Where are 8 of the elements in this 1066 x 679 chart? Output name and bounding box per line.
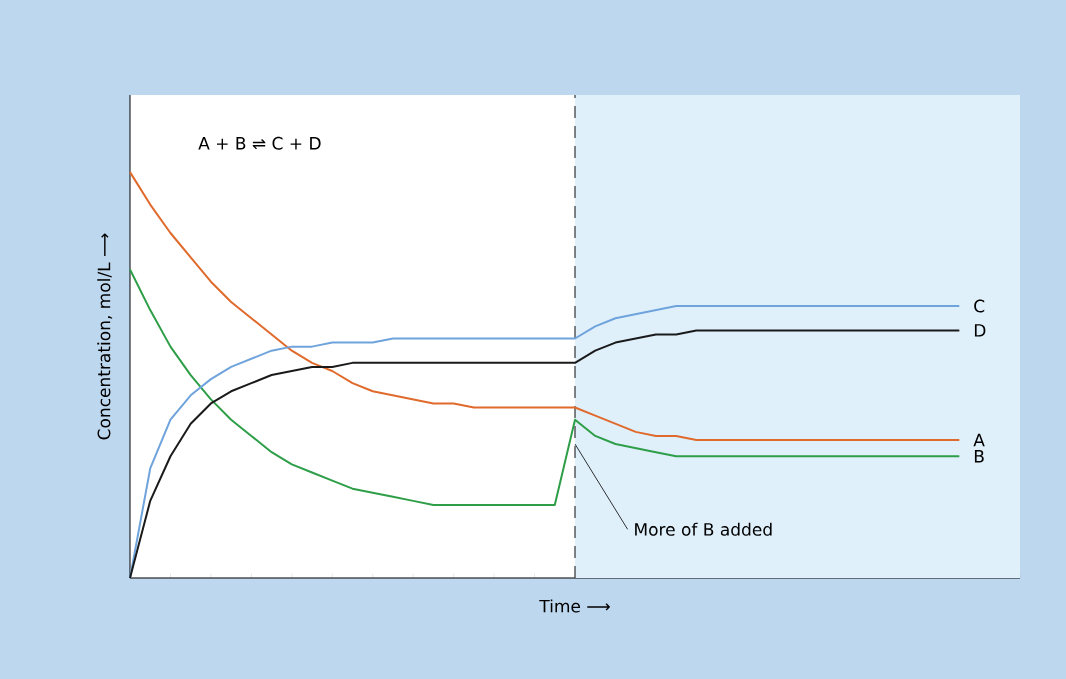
series-label: D bbox=[974, 324, 986, 337]
text: A + B ⇌ C + D bbox=[198, 136, 321, 150]
annotation: More of B added bbox=[635, 522, 772, 536]
y-axis-title: Concentration, mol/L ⟶ bbox=[97, 233, 113, 440]
x-axis-title: Time ⟶ bbox=[539, 599, 610, 613]
series-label: A bbox=[973, 433, 985, 447]
series-label: C bbox=[974, 299, 985, 313]
series-label: B bbox=[974, 450, 984, 463]
